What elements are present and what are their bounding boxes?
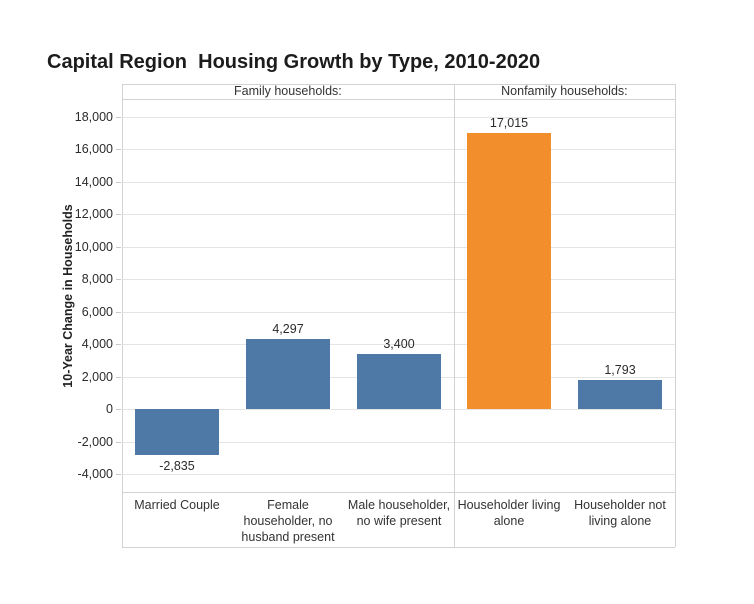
chart-title: Capital Region Housing Growth by Type, 2… (47, 51, 541, 73)
y-tick-label: 2,000 (81, 370, 113, 384)
y-tick-mark (116, 344, 121, 345)
bar-value-label: 1,793 (604, 363, 636, 377)
gridline (122, 149, 675, 150)
panel-divider (122, 84, 123, 547)
y-tick-label: 16,000 (74, 142, 113, 156)
y-tick-mark (116, 312, 121, 313)
y-tick-label: 6,000 (81, 305, 113, 319)
y-tick-mark (116, 117, 121, 118)
plot-bottom-border (122, 492, 675, 493)
y-tick-mark (116, 247, 121, 248)
y-tick-label: 12,000 (74, 207, 113, 221)
y-tick-label: 4,000 (81, 337, 113, 351)
category-label: Married Couple (134, 498, 220, 512)
bar[interactable] (357, 354, 441, 409)
y-tick-label: 0 (106, 402, 113, 416)
gridline (122, 279, 675, 280)
gridline (122, 117, 675, 118)
header-top-border (122, 84, 675, 85)
panel-header: Nonfamily households: (501, 84, 628, 98)
gridline (122, 214, 675, 215)
gridline (122, 247, 675, 248)
category-label: Male householder, no wife present (347, 498, 451, 528)
y-tick-mark (116, 149, 121, 150)
y-tick-mark (116, 474, 121, 475)
bar-value-label: 4,297 (272, 322, 304, 336)
gridline (122, 474, 675, 475)
y-tick-mark (116, 214, 121, 215)
category-label: Householder not living alone (574, 498, 666, 528)
plot-top-border (122, 99, 675, 100)
y-tick-label: 10,000 (74, 240, 113, 254)
gridline (122, 344, 675, 345)
bar[interactable] (578, 380, 662, 409)
y-tick-label: 8,000 (81, 272, 113, 286)
panel-header: Family households: (234, 84, 342, 98)
category-label: Female householder, no husband present (241, 498, 335, 544)
bar[interactable] (467, 133, 551, 409)
gridline (122, 182, 675, 183)
gridline (122, 312, 675, 313)
panel-divider (675, 84, 676, 547)
bar-value-label: 17,015 (489, 116, 529, 130)
gridline (122, 409, 675, 410)
bar-value-label: 3,400 (383, 337, 415, 351)
y-tick-mark (116, 442, 121, 443)
bar[interactable] (246, 339, 330, 409)
y-tick-mark (116, 279, 121, 280)
y-tick-mark (116, 182, 121, 183)
bar-value-label: -2,835 (159, 459, 195, 473)
gridline (122, 442, 675, 443)
y-tick-mark (116, 377, 121, 378)
y-tick-label: -4,000 (77, 467, 113, 481)
y-tick-label: 18,000 (74, 110, 113, 124)
label-bottom-border (122, 547, 675, 548)
y-tick-mark (116, 409, 121, 410)
panel-divider (454, 84, 455, 547)
y-tick-label: 14,000 (74, 175, 113, 189)
category-label: Householder living alone (457, 498, 561, 528)
bar[interactable] (135, 409, 219, 455)
y-tick-label: -2,000 (77, 435, 113, 449)
